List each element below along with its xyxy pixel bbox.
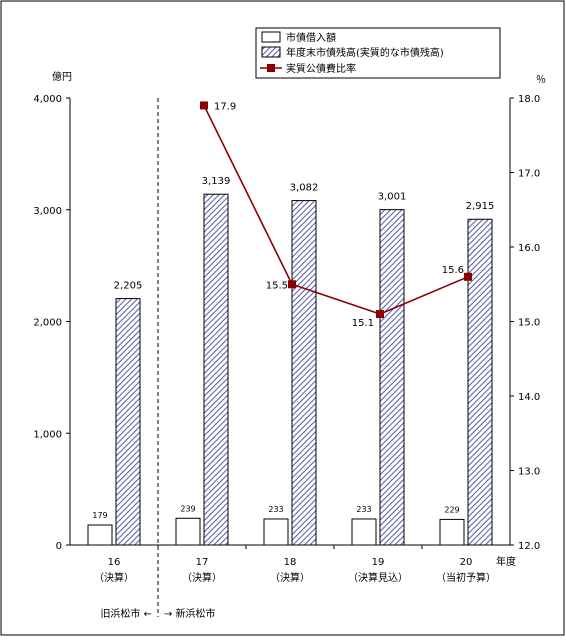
ratio-label: 17.9 bbox=[214, 101, 236, 112]
ratio-label: 15.6 bbox=[442, 265, 464, 276]
legend-label-balance: 年度末市債残高(実質的な市債残高) bbox=[286, 46, 444, 59]
ratio-label: 15.1 bbox=[352, 318, 374, 329]
divider-note-new: → 新浜松市 bbox=[164, 607, 216, 620]
right-tick-label: 16.0 bbox=[518, 243, 540, 254]
x-tick-label-year: 19 bbox=[372, 557, 385, 568]
ratio-marker bbox=[200, 101, 208, 110]
bar-borrowing bbox=[263, 518, 289, 546]
x-tick-label-note: （決算） bbox=[94, 571, 134, 584]
left-tick-label: 2,000 bbox=[33, 318, 62, 329]
bar-balance bbox=[467, 218, 493, 546]
legend-swatch-borrowing bbox=[261, 31, 281, 43]
left-tick-label: 0 bbox=[56, 541, 62, 552]
bar-borrowing-label: 233 bbox=[268, 505, 283, 514]
right-tick-label: 15.0 bbox=[518, 318, 540, 329]
bar-balance-label: 2,915 bbox=[466, 201, 495, 212]
right-tick-label: 12.0 bbox=[518, 541, 540, 552]
left-axis-unit: 億円 bbox=[52, 70, 72, 83]
left-tick-label: 1,000 bbox=[33, 429, 62, 440]
legend-label-ratio: 実質公債費比率 bbox=[286, 62, 356, 75]
legend-swatch-ratio-marker bbox=[267, 64, 275, 72]
ratio-line bbox=[203, 105, 469, 315]
bar-balance-label: 3,139 bbox=[202, 176, 231, 187]
bar-borrowing bbox=[351, 518, 377, 546]
x-tick-label-year: 18 bbox=[284, 557, 297, 568]
bar-balance-label: 2,205 bbox=[114, 281, 143, 292]
bar-balance bbox=[203, 193, 229, 546]
left-tick-label: 4,000 bbox=[33, 94, 62, 105]
legend-swatch-balance bbox=[261, 46, 281, 58]
ratio-label: 15.5 bbox=[266, 280, 288, 291]
x-tick-label-year: 17 bbox=[196, 557, 209, 568]
bar-borrowing bbox=[439, 518, 465, 546]
bar-borrowing-label: 233 bbox=[356, 505, 371, 514]
bar-balance bbox=[379, 209, 405, 546]
x-tick-label-note: （決算） bbox=[182, 571, 222, 584]
x-axis-unit: 年度 bbox=[496, 555, 516, 568]
x-tick-label-year: 20 bbox=[460, 557, 473, 568]
ratio-marker bbox=[464, 272, 472, 281]
bar-borrowing-label: 239 bbox=[180, 504, 195, 513]
bar-borrowing-label: 179 bbox=[92, 511, 107, 520]
x-tick-label-year: 16 bbox=[108, 557, 121, 568]
ratio-marker bbox=[376, 310, 384, 319]
right-tick-label: 18.0 bbox=[518, 94, 540, 105]
legend-label-borrowing: 市債借入額 bbox=[286, 31, 336, 44]
x-tick-label-note: （当初予算） bbox=[436, 571, 496, 584]
bar-balance bbox=[291, 200, 317, 546]
right-axis-unit: ％ bbox=[536, 75, 546, 86]
x-tick-label-note: （決算見込） bbox=[348, 571, 408, 584]
divider-note-old: 旧浜松市 ← bbox=[100, 607, 152, 620]
ratio-marker bbox=[288, 280, 296, 289]
left-tick-label: 3,000 bbox=[33, 206, 62, 217]
bar-borrowing bbox=[175, 517, 201, 546]
legend-box bbox=[255, 27, 501, 79]
bar-balance-label: 3,001 bbox=[378, 192, 407, 203]
bar-borrowing bbox=[87, 524, 113, 546]
right-tick-label: 14.0 bbox=[518, 392, 540, 403]
x-tick-label-note: （決算） bbox=[270, 571, 310, 584]
bar-balance bbox=[115, 298, 141, 546]
bar-borrowing-label: 229 bbox=[444, 505, 459, 514]
right-tick-label: 13.0 bbox=[518, 467, 540, 478]
bar-balance-label: 3,082 bbox=[290, 183, 319, 194]
right-tick-label: 17.0 bbox=[518, 169, 540, 180]
